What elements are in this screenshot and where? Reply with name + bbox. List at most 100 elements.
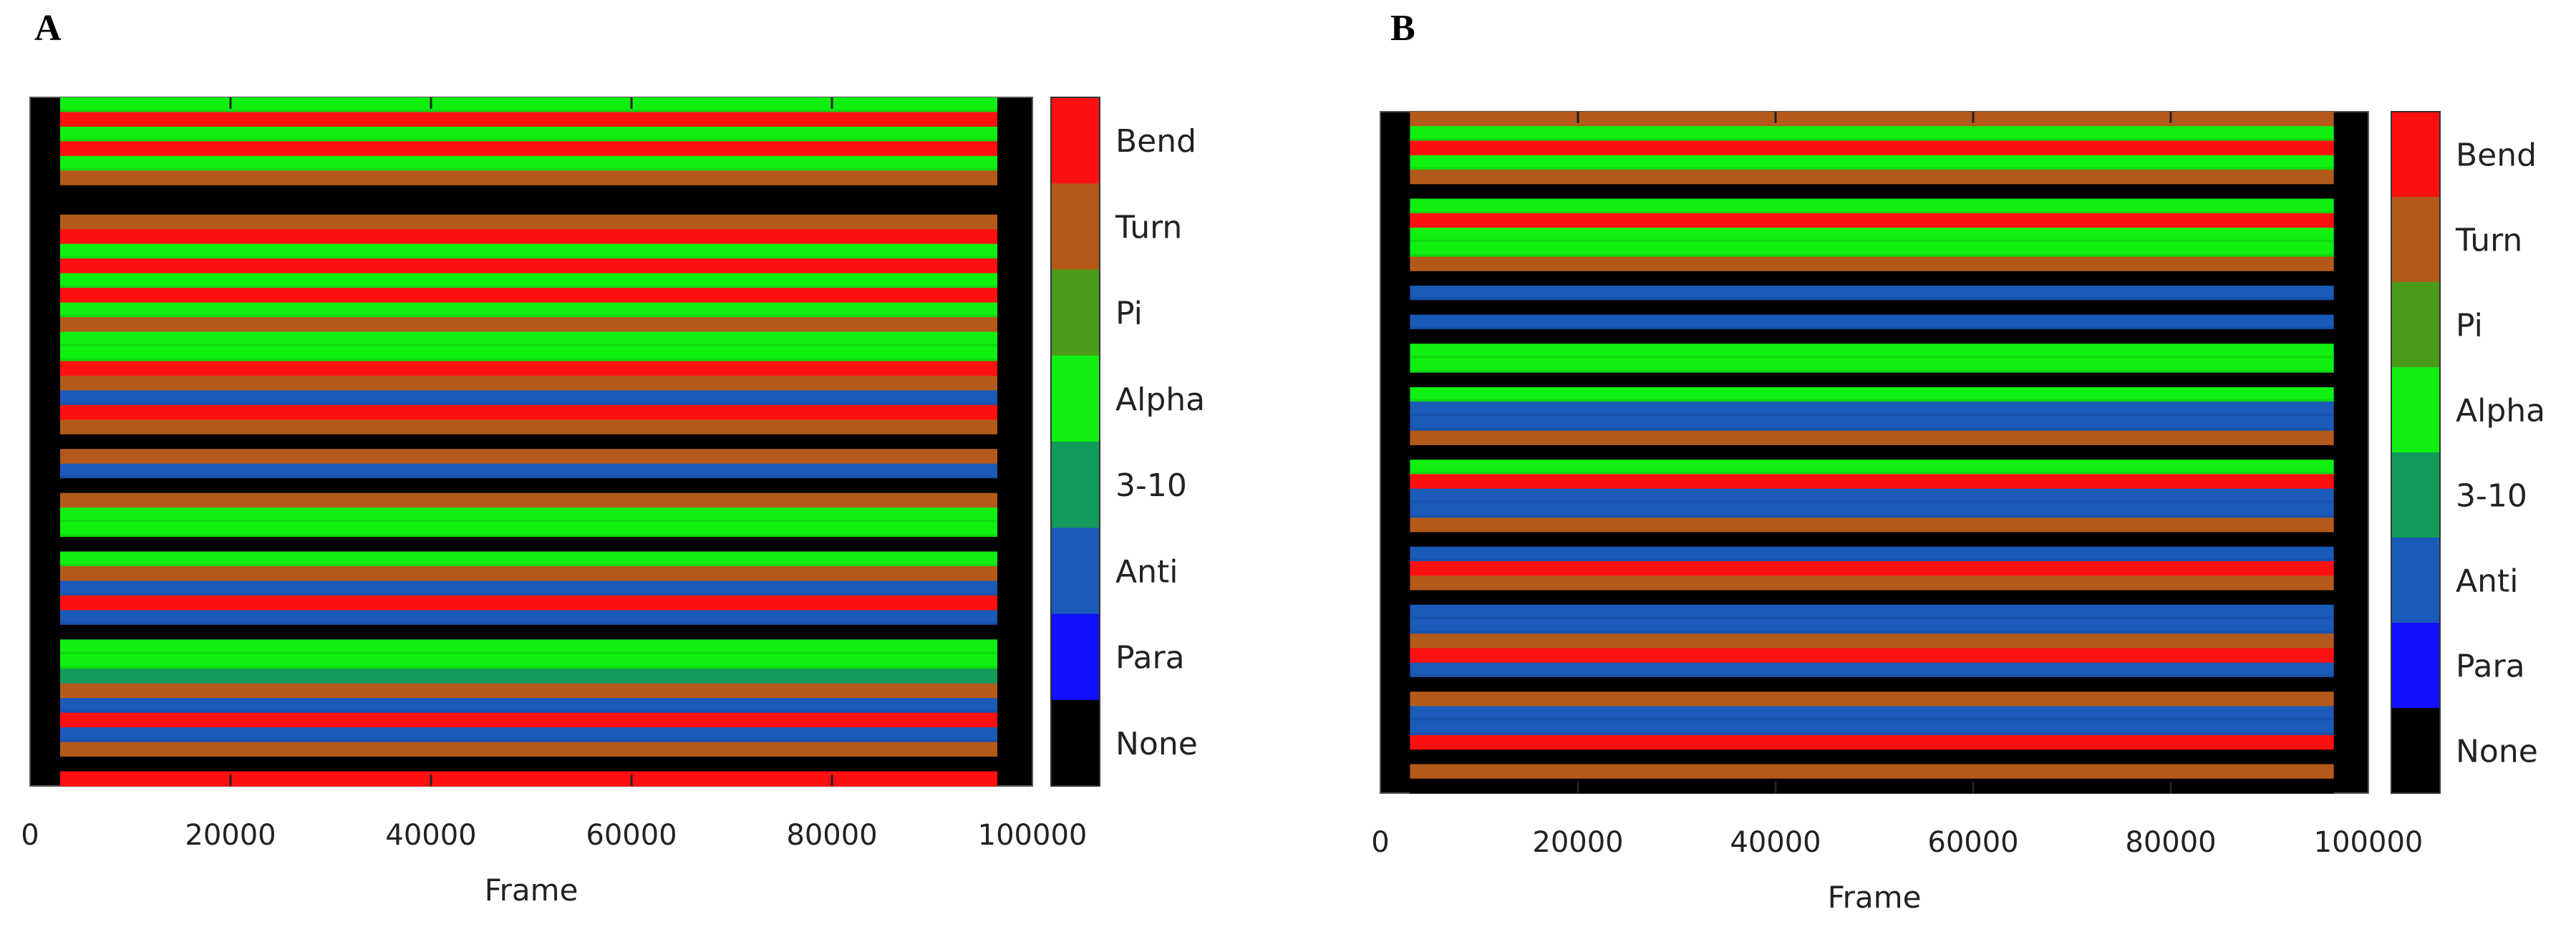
- heatmap-row: [60, 757, 997, 772]
- legend-swatch-bend: [1051, 97, 1100, 184]
- heatmap-row-texture: [60, 344, 997, 346]
- heatmap-row-texture: [1410, 674, 2334, 677]
- heatmap-row: [60, 565, 997, 582]
- heatmap-row: [60, 771, 997, 787]
- legend-swatch-turn: [2391, 197, 2440, 283]
- heatmap-row-texture: [1410, 558, 2334, 561]
- heatmap-row-texture: [1410, 369, 2334, 373]
- heatmap-row: [1410, 198, 2334, 214]
- heatmap-row: [1410, 344, 2334, 359]
- heatmap-row: [1410, 402, 2334, 417]
- heatmap-row-texture: [1410, 326, 2334, 329]
- heatmap-row: [1410, 300, 2334, 316]
- legend-swatch-anti: [1051, 528, 1100, 614]
- heatmap-row-texture: [60, 475, 997, 479]
- heatmap-row-texture: [60, 402, 997, 405]
- x-tick-label: 60000: [1927, 826, 2018, 859]
- legend-label: Turn: [1115, 209, 1182, 246]
- heatmap-row: [1410, 430, 2334, 446]
- heatmap-row: [60, 185, 997, 200]
- x-tick-label: 60000: [586, 819, 677, 852]
- heatmap-row-texture: [1410, 732, 2334, 735]
- heatmap-row: [60, 449, 997, 465]
- heatmap-row: [1410, 604, 2334, 620]
- heatmap-row: [60, 434, 997, 450]
- legend-swatch-pi: [2391, 282, 2440, 368]
- legend-swatch-bend: [2391, 112, 2440, 198]
- heatmap-row: [1410, 242, 2334, 258]
- x-tick-label: 20000: [1532, 826, 1623, 859]
- heatmap-row-texture: [1410, 427, 2334, 431]
- heatmap-row-texture: [60, 563, 997, 566]
- heatmap-row: [60, 331, 997, 347]
- heatmap-row-texture: [60, 593, 997, 596]
- heatmap-row: [1410, 416, 2334, 432]
- heatmap-row: [1410, 286, 2334, 301]
- legend-label: 3-10: [2456, 478, 2527, 515]
- heatmap-row: [60, 112, 997, 127]
- heatmap-row-texture: [60, 651, 997, 654]
- heatmap-row-texture: [1410, 718, 2334, 721]
- legend-label: Bend: [1115, 123, 1196, 160]
- heatmap-row: [60, 683, 997, 699]
- heatmap-row: [60, 522, 997, 538]
- x-tick-label: 0: [1371, 826, 1389, 859]
- panel-a: A 0 20000 40000 60000 80000 100000 Frame Bend Tu…: [0, 0, 1260, 932]
- heatmap-row-texture: [1410, 616, 2334, 619]
- heatmap-row-texture: [1410, 167, 2334, 170]
- heatmap-row: [1410, 706, 2334, 722]
- legend-label: None: [2456, 734, 2538, 770]
- heatmap-row-texture: [60, 622, 997, 625]
- heatmap-row-texture: [1410, 471, 2334, 475]
- legend-label: Bend: [2456, 137, 2537, 174]
- heatmap-row: [1410, 720, 2334, 736]
- heatmap-row: [60, 170, 997, 186]
- legend-border: [2391, 111, 2441, 794]
- heatmap-row: [60, 712, 997, 728]
- heatmap-row-texture: [1410, 239, 2334, 243]
- heatmap-row: [60, 639, 997, 655]
- heatmap-row: [1410, 271, 2334, 286]
- heatmap-row-texture: [60, 519, 997, 523]
- heatmap-row: [1410, 518, 2334, 533]
- heatmap-row: [60, 404, 997, 420]
- x-tick-label: 80000: [2125, 826, 2216, 859]
- heatmap-row-texture: [60, 314, 997, 318]
- heatmap-row: [60, 478, 997, 494]
- legend-swatch-para: [1051, 613, 1100, 701]
- heatmap-row: [60, 508, 997, 523]
- legend-swatch-alpha: [2391, 367, 2440, 453]
- heatmap-row-texture: [1410, 515, 2334, 518]
- heatmap-row: [60, 346, 997, 362]
- heatmap-row: [1410, 734, 2334, 750]
- heatmap-row-texture: [1410, 500, 2334, 503]
- heatmap-row: [1410, 749, 2334, 765]
- legend-label: None: [1115, 726, 1198, 762]
- heatmap-row: [60, 155, 997, 171]
- panel-letter-a: A: [34, 8, 62, 49]
- heatmap-row: [60, 390, 997, 406]
- heatmap-row: [60, 742, 997, 757]
- heatmap-row-texture: [60, 168, 997, 171]
- legend-border: [1050, 97, 1100, 787]
- heatmap-row: [1410, 618, 2334, 634]
- heatmap-row: [1410, 170, 2334, 185]
- heatmap-row: [1410, 474, 2334, 490]
- heatmap-row: [1410, 256, 2334, 272]
- heatmap-row: [1410, 676, 2334, 692]
- heatmap-row: [1410, 634, 2334, 649]
- panel-letter-b: B: [1390, 8, 1415, 49]
- heatmap-row-texture: [60, 709, 997, 713]
- heatmap-row-texture: [1410, 137, 2334, 141]
- legend-swatch-3-10: [1051, 442, 1100, 528]
- x-tick-label: 100000: [978, 819, 1088, 852]
- heatmap-row: [60, 581, 997, 596]
- heatmap-row: [60, 463, 997, 479]
- legend-label: Pi: [1115, 296, 1143, 332]
- heatmap-row: [60, 419, 997, 435]
- heatmap-row-texture: [1410, 399, 2334, 402]
- legend-label: Alpha: [1115, 382, 1205, 418]
- x-axis-label: Frame: [1828, 880, 1922, 915]
- heatmap-row: [1410, 488, 2334, 504]
- heatmap-row-texture: [60, 534, 997, 538]
